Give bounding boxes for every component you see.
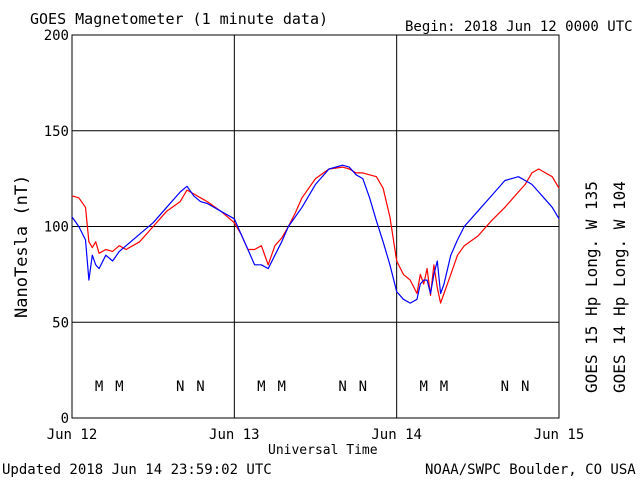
x-tick-label: Jun 14 (371, 427, 422, 443)
event-marker-label: N (521, 379, 529, 395)
x-tick-label: Jun 15 (534, 427, 585, 443)
y-tick-labels: 0 50 100 150 200 (44, 28, 69, 427)
y-axis-label: NanoTesla (nT) (12, 175, 32, 318)
data-series (71, 164, 560, 304)
event-marker-label: N (501, 379, 509, 395)
plot-area-frame (71, 34, 560, 419)
x-tick-label: Jun 13 (209, 427, 260, 443)
legend-goes15: GOES 15 Hp Long. W 135 (582, 181, 601, 393)
y-tick-label: 100 (44, 220, 69, 236)
x-tick-label: Jun 12 (47, 427, 98, 443)
event-marker-label: N (196, 379, 204, 395)
source-label: NOAA/SWPC Boulder, CO USA (425, 462, 636, 478)
event-marker-label: N (338, 379, 346, 395)
event-marker-label: M (95, 379, 103, 395)
y-tick-label: 150 (44, 124, 69, 140)
x-axis-label: Universal Time (268, 443, 378, 458)
y-tick-label: 50 (52, 315, 69, 331)
series-goes15-line (71, 166, 560, 304)
begin-label: Begin: 2018 Jun 12 0000 UTC (405, 19, 633, 35)
event-marker-label: N (176, 379, 184, 395)
y-tick-label: 0 (61, 411, 69, 427)
event-marker-label: M (420, 379, 428, 395)
event-marker-label: M (115, 379, 123, 395)
y-tick-label: 200 (44, 28, 69, 44)
event-marker-label: M (257, 379, 265, 395)
legend-goes14: GOES 14 Hp Long. W 104 (610, 181, 629, 393)
x-tick-labels: Jun 12 Jun 13 Jun 14 Jun 15 (47, 427, 585, 443)
event-marker-label: M (440, 379, 448, 395)
chart-title: GOES Magnetometer (1 minute data) (30, 10, 328, 28)
updated-label: Updated 2018 Jun 14 23:59:02 UTC (2, 462, 272, 478)
series-goes14-line (71, 164, 560, 304)
event-marker-label: M (277, 379, 285, 395)
event-marker-label: N (359, 379, 367, 395)
